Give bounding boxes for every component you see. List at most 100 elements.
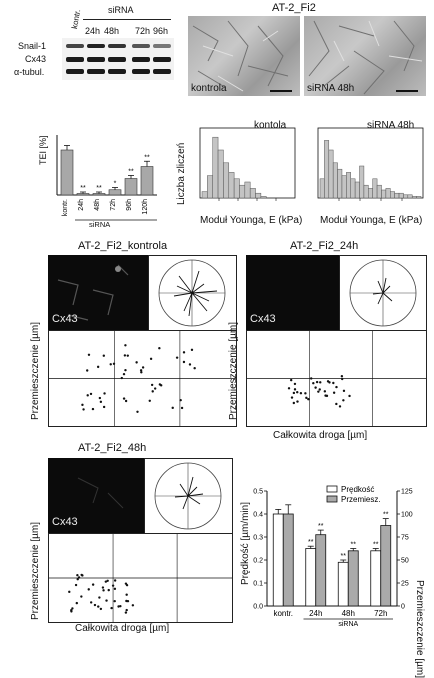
micrograph-control-label: kontrola <box>191 83 227 94</box>
scatter-points <box>49 331 236 426</box>
scatter-point <box>122 397 126 400</box>
scatter-point <box>312 382 315 385</box>
micrograph-sirna-label: siRNA 48h <box>307 83 355 94</box>
blot-band <box>66 57 84 62</box>
scatter-point <box>122 372 126 376</box>
scatter-point <box>348 394 351 398</box>
velocity-chart: 0.0 0.1 0.2 0.3 0.4 0.5 0 25 50 75 100 125 kontr. ** *… <box>253 485 413 628</box>
panel3-ylabel: Przemieszczenie [µm] <box>30 521 41 620</box>
scatter-point <box>292 401 296 405</box>
hist-bar <box>228 172 235 199</box>
hist-bar <box>217 149 224 199</box>
blot-band <box>87 69 105 74</box>
panel2-title: AT-2_Fi2_24h <box>290 240 359 252</box>
scatter-point <box>325 394 329 398</box>
vel-legend-label: Prędkość <box>341 485 374 494</box>
panel1-scatter <box>48 330 237 427</box>
hist-bar <box>249 188 256 199</box>
scatter-point <box>289 378 293 382</box>
hist-bar <box>337 168 343 199</box>
blot-band <box>108 57 126 62</box>
scatter-point <box>342 389 346 393</box>
blot-row-snail: Snail-1 <box>18 41 47 51</box>
scatter-point <box>293 382 297 386</box>
panel2-cx43-label: Cx43 <box>250 313 276 325</box>
panel1-polar-plot <box>148 255 237 332</box>
vel-bar <box>337 561 349 607</box>
scatter-point <box>101 586 105 589</box>
scatter-point <box>76 574 79 577</box>
tei-tick-label: 48h <box>94 199 101 211</box>
scatter-point <box>89 601 93 604</box>
hist-bar <box>403 194 409 199</box>
scatter-point <box>91 407 95 411</box>
scatter-point <box>151 390 154 393</box>
panel2-fluorescence: Cx43 <box>246 255 339 330</box>
panel3-fluorescence: Cx43 <box>48 458 144 533</box>
polar-tracks <box>158 259 226 327</box>
scatter-point <box>141 366 145 369</box>
blot-band <box>108 44 126 48</box>
scale-bar <box>270 90 292 92</box>
scatter-point <box>98 396 102 400</box>
scatter-point <box>109 363 112 366</box>
scatter-point <box>188 363 192 366</box>
hist-bar <box>244 181 251 199</box>
blot-row-tubulin: α-tubul. <box>14 67 45 77</box>
hist-bar <box>207 175 213 199</box>
tei-bar <box>60 149 74 196</box>
scatter-point <box>110 606 113 610</box>
scatter-point <box>102 354 106 357</box>
tei-tick-label: kontr. <box>62 199 69 216</box>
scatter-point <box>341 377 344 381</box>
scatter-point <box>71 607 74 610</box>
hist-bar <box>233 178 240 199</box>
hist-bar <box>385 188 391 199</box>
panel2-scatter <box>246 330 427 427</box>
scatter-point <box>332 391 336 394</box>
scatter-point <box>80 573 83 577</box>
vel-ytick-label: 0.3 <box>253 535 263 542</box>
blot-membrane <box>62 38 174 80</box>
scatter-point <box>87 353 91 356</box>
scatter-points <box>247 331 426 426</box>
hist-bar <box>324 140 330 199</box>
blot-header-sirna: siRNA <box>108 5 134 15</box>
vel-bar <box>305 548 317 607</box>
vel-ytick-label: 0.2 <box>253 558 263 565</box>
scatter-point <box>124 399 128 403</box>
scatter-point <box>318 388 321 391</box>
vel-significance: ** <box>351 542 357 549</box>
scatter-point <box>287 387 291 390</box>
scatter-point <box>113 587 117 591</box>
hist-bar <box>346 172 351 199</box>
scatter-point <box>77 576 81 579</box>
hist-bar <box>376 184 382 199</box>
vel-ytick-label: 0.1 <box>253 581 263 588</box>
blot-band <box>66 44 84 48</box>
vel-ytick-label: 0.4 <box>253 512 263 519</box>
scatter-point <box>126 599 130 603</box>
hist-bar <box>411 196 417 199</box>
hist-bar <box>407 194 413 199</box>
fluorescence-signal <box>57 264 129 321</box>
blot-band <box>108 69 126 74</box>
scatter-points <box>49 534 232 622</box>
hist-bar <box>390 191 395 199</box>
blot-sirna-line <box>83 19 171 20</box>
tei-bar <box>108 189 122 196</box>
tei-significance: ** <box>80 185 86 192</box>
vel-ytick-label: 0.5 <box>253 489 263 496</box>
vel-y2tick-label: 50 <box>401 558 409 565</box>
scatter-point <box>290 396 294 399</box>
scatter-point <box>332 381 335 385</box>
vel-significance: ** <box>383 512 389 519</box>
panel3-cx43-label: Cx43 <box>52 516 78 528</box>
scatter-point <box>175 356 179 359</box>
hist-bar <box>332 162 338 199</box>
vel-bar <box>380 525 392 607</box>
scatter-point <box>335 385 338 389</box>
scatter-point <box>148 399 151 402</box>
vel-significance: ** <box>318 523 324 530</box>
scatter-point <box>99 607 103 611</box>
